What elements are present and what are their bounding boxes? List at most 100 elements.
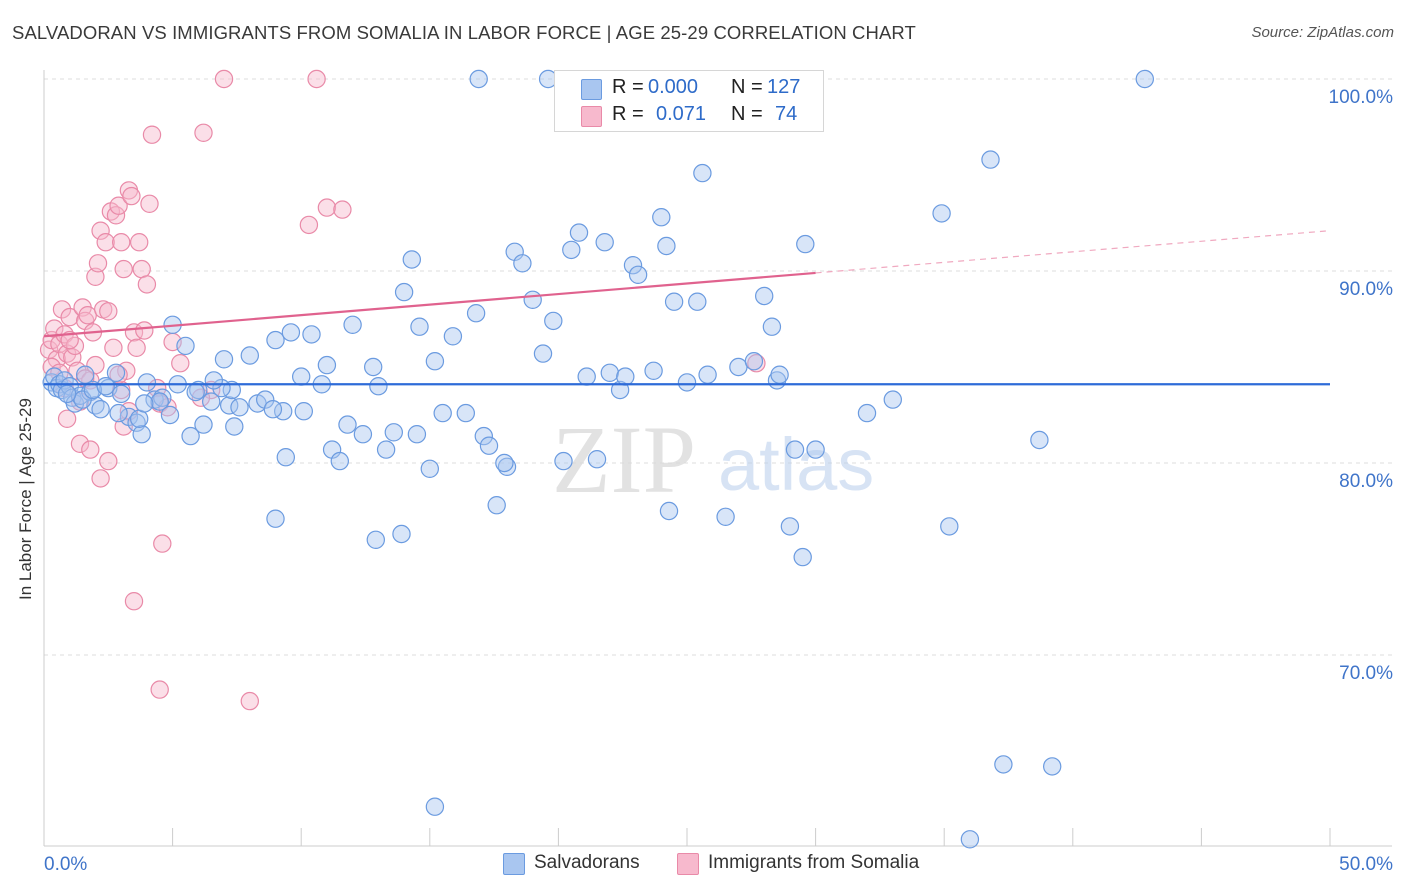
salvadoran-point	[657, 236, 676, 256]
trendline-somalia-extension	[815, 230, 1331, 274]
salvadoran-point	[96, 377, 115, 396]
salvadoran-point	[716, 507, 735, 526]
watermark-atlas: atlas	[718, 423, 874, 506]
somalia-point	[747, 354, 766, 373]
somalia-point	[307, 69, 326, 89]
bottom-legend-label-salvadorans: Salvadorans	[534, 852, 640, 873]
salvadoran-point	[186, 382, 205, 402]
salvadoran-point	[384, 423, 403, 442]
y-tick-label: 100.0%	[1329, 87, 1394, 108]
somalia-point	[171, 354, 190, 373]
salvadoran-point	[109, 403, 128, 423]
salvadoran-point	[256, 390, 275, 409]
salvadoran-point	[75, 365, 95, 384]
salvadoran-point	[533, 344, 553, 363]
salvadoran-point	[189, 380, 208, 400]
salvadoran-point	[392, 524, 411, 544]
y-tick-label: 90.0%	[1339, 279, 1393, 300]
somalia-point	[333, 200, 352, 219]
somalia-point	[52, 300, 72, 319]
somalia-point	[140, 194, 159, 213]
salvadoran-point	[402, 250, 421, 269]
salvadoran-point	[281, 323, 301, 342]
somalia-point	[317, 198, 337, 217]
salvadoran-point	[456, 403, 475, 423]
salvadoran-point	[91, 400, 110, 419]
y-tick-label: 80.0%	[1339, 471, 1393, 492]
salvadoran-point	[1042, 757, 1062, 776]
salvadoran-point	[263, 400, 283, 419]
somalia-point	[142, 125, 162, 144]
somalia-point	[70, 434, 90, 453]
salvadoran-point	[600, 363, 620, 382]
bottom-legend-label-somalia: Immigrants from Somalia	[708, 852, 920, 873]
somalia-point	[150, 680, 169, 699]
salvadoran-point	[554, 451, 573, 471]
legend-r-value-salvadorans: 0.000	[648, 76, 699, 98]
somalia-point	[109, 196, 128, 215]
salvadoran-point	[981, 150, 1000, 169]
salvadoran-point	[770, 365, 789, 384]
salvadoran-point	[230, 398, 249, 417]
salvadoran-point	[487, 496, 506, 515]
somalia-point	[240, 691, 259, 711]
chart-title: SALVADORAN VS IMMIGRANTS FROM SOMALIA IN…	[12, 22, 916, 43]
legend-r-label: R =	[612, 103, 644, 125]
salvadoran-point	[469, 69, 488, 89]
salvadoran-point	[644, 361, 663, 380]
somalia-point	[214, 69, 234, 89]
salvadoran-point	[932, 204, 951, 223]
somalia-point	[86, 355, 105, 375]
legend-r-value-somalia: 0.071	[656, 103, 707, 125]
legend-swatch-somalia	[581, 106, 602, 127]
y-tick-label: 70.0%	[1339, 663, 1393, 684]
salvadoran-point	[433, 403, 452, 423]
salvadoran-point	[780, 517, 800, 536]
salvadoran-point	[940, 517, 959, 536]
salvadoran-point	[204, 371, 223, 390]
somalia-point	[137, 275, 157, 294]
legend-swatch-salvadorans	[581, 79, 602, 100]
salvadoran-point	[410, 317, 429, 336]
somalia-point	[135, 321, 154, 340]
somalia-point	[60, 330, 79, 350]
salvadoran-point	[616, 367, 635, 386]
salvadoran-point	[376, 440, 396, 459]
somalia-point	[194, 123, 213, 143]
salvadoran-point	[664, 292, 684, 311]
x-tick-label-min: 0.0%	[44, 854, 87, 875]
salvadoran-point	[744, 352, 764, 371]
x-tick-label-max: 50.0%	[1339, 854, 1393, 875]
salvadoran-point	[466, 304, 486, 323]
somalia-point	[153, 534, 172, 553]
somalia-point	[86, 267, 105, 286]
somalia-point	[122, 186, 141, 206]
somalia-point	[127, 338, 146, 357]
somalia-point	[60, 307, 79, 327]
salvadoran-point	[544, 311, 563, 331]
salvadoran-point	[266, 330, 285, 350]
salvadoran-point	[420, 459, 439, 478]
salvadoran-point	[57, 384, 77, 404]
somalia-point	[91, 221, 110, 240]
salvadoran-point	[176, 336, 195, 356]
salvadoran-point	[276, 448, 295, 467]
somalia-point	[132, 259, 151, 279]
salvadoran-point	[111, 384, 131, 404]
salvadoran-point	[407, 425, 427, 444]
salvadoran-point	[225, 417, 244, 436]
somalia-point	[81, 440, 100, 459]
salvadoran-point	[595, 232, 614, 252]
salvadoran-point	[513, 254, 532, 273]
salvadoran-point	[294, 402, 313, 421]
bottom-legend-swatch-somalia	[677, 853, 699, 875]
salvadoran-point	[181, 426, 200, 446]
salvadoran-point	[1135, 69, 1155, 89]
salvadoran-point	[330, 451, 349, 471]
salvadoran-point	[806, 440, 825, 459]
somalia-point	[129, 232, 149, 252]
salvadoran-point	[129, 409, 149, 428]
trendline-somalia	[43, 271, 816, 338]
salvadoran-point	[659, 501, 679, 521]
